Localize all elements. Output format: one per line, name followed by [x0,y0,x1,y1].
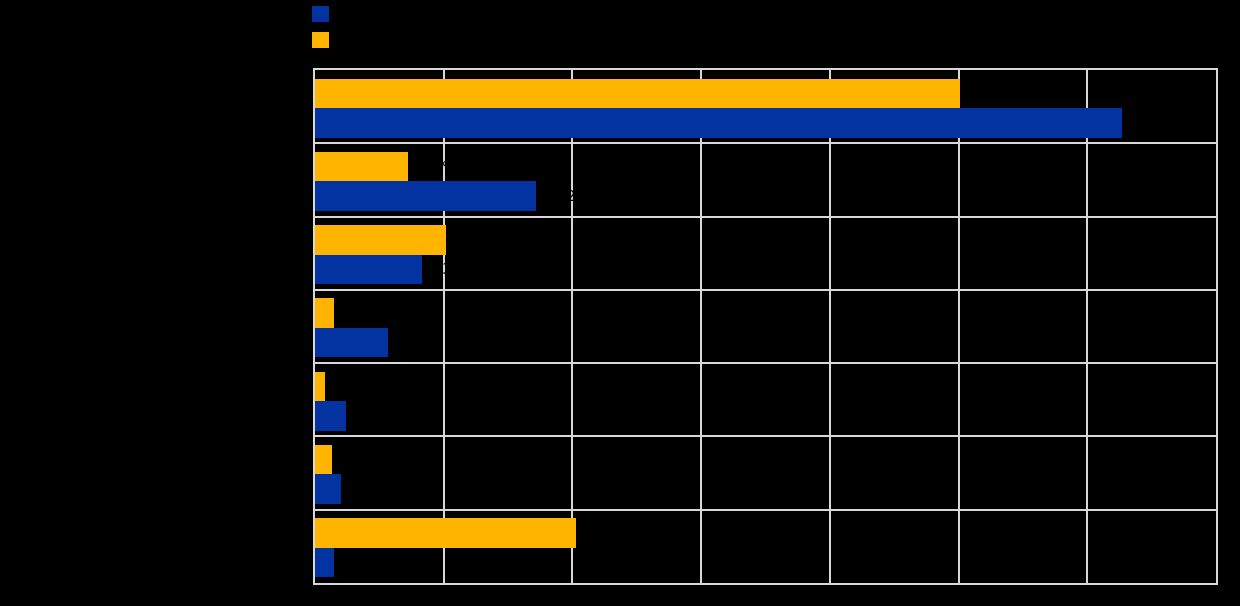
gridline-x [571,70,574,583]
bar-value-label: 62.7 % [1128,113,1181,132]
bar-orange [315,78,960,108]
x-tick-label: 0 [308,588,318,606]
bar-blue [315,254,422,285]
gridline-x [1086,70,1089,583]
x-tick-label: 20 [560,588,580,606]
bar-orange [315,371,326,402]
x-axis-tick-labels: 0 10 20 30 40 50 60 70 [308,588,1223,606]
bar-value-label: 8.3 % [427,260,471,279]
bar-orange [315,225,447,255]
x-tick-label: 60 [1075,588,1095,606]
bar-value-label: 2.4 % [351,406,395,425]
bar-value-label: 2.0 % [346,480,390,499]
x-tick-label: 70 [1204,588,1224,606]
bar-value-label: 7.2 % [413,157,457,176]
bar-blue [315,108,1123,138]
legend-swatch-orange-icon [312,32,329,48]
bar-value-label: 50.1 % [965,84,1019,103]
gridline-y [315,362,1216,365]
bar-value-label: 1.5 % [340,304,384,323]
bar-value-label: 17.2 % [542,187,595,206]
gridline-y [315,215,1216,218]
gridline-x [828,70,831,583]
gridline-y [315,288,1216,291]
legend-item-blue [312,6,337,22]
bar-orange [315,444,332,475]
bar-blue [315,547,335,578]
bar-orange [315,298,335,328]
x-tick-label: 10 [432,588,452,606]
bar-blue [315,474,341,504]
bar-value-label: 0.8 % [331,377,375,396]
bar-value-label: 10.2 % [452,230,505,249]
legend-item-orange [312,32,337,48]
gridline-x [700,70,703,583]
x-tick-label: 30 [689,588,709,606]
gridline-y [315,142,1216,145]
bar-value-label: 20.3 % [582,523,635,542]
x-tick-label: 40 [818,588,838,606]
bar-blue [315,401,346,431]
bar-value-label: 1.5 % [340,553,384,572]
bar-orange [315,151,408,182]
y-axis-category-labels [0,68,305,585]
bar-value-label: 5.7 % [394,333,438,352]
gridline-y [315,435,1216,438]
plot-area: 50.1 % 62.7 % 7.2 % 17.2 % 10.2 % 8.3 % 1.5 % 5… [313,68,1218,585]
bar-orange [315,518,577,548]
gridline-y [315,508,1216,511]
bar-blue [315,181,537,211]
gridline-x [442,70,445,583]
x-tick-label: 50 [947,588,967,606]
bar-value-label: 1.3 % [337,450,381,469]
bar-blue [315,327,389,358]
legend-swatch-blue-icon [312,6,329,22]
gridline-x [957,70,960,583]
